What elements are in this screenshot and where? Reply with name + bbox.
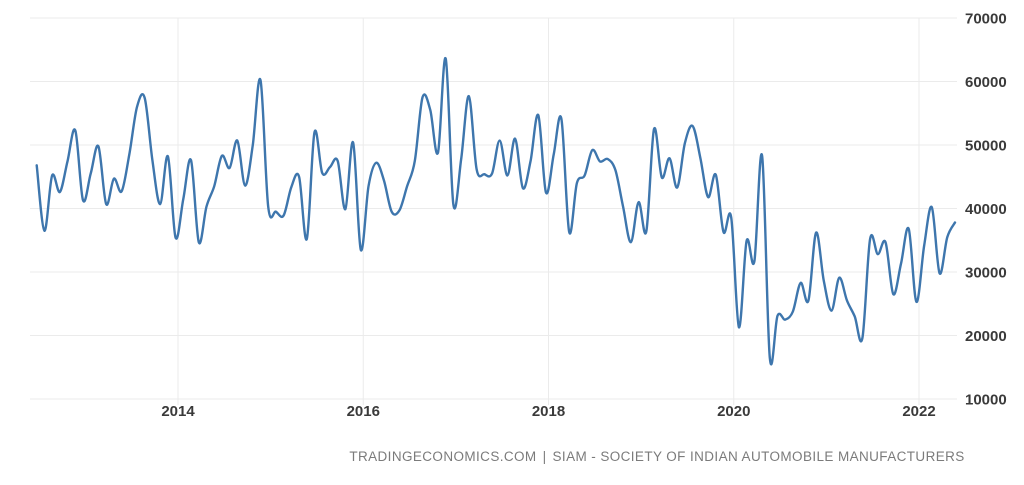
chart-footer: TRADINGECONOMICS.COM | SIAM - SOCIETY OF I… (349, 449, 964, 464)
source-link[interactable]: TRADINGECONOMICS.COM (349, 449, 537, 464)
source-title: SIAM - SOCIETY OF INDIAN AUTOMOBILE MANU… (552, 449, 965, 464)
y-axis-label: 10000 (965, 392, 1007, 409)
y-axis-label: 40000 (965, 201, 1007, 218)
y-axis-label: 20000 (965, 328, 1007, 345)
y-axis-label: 30000 (965, 265, 1007, 282)
x-axis-label: 2016 (347, 403, 380, 420)
gridlines (30, 17, 957, 405)
y-axis-label: 70000 (965, 11, 1007, 28)
y-axis-label: 60000 (965, 74, 1007, 91)
series-line (35, 57, 957, 366)
x-axis-label: 2018 (532, 403, 565, 420)
footer-separator: | (542, 449, 547, 464)
x-axis-label: 2022 (902, 403, 935, 420)
x-axis-label: 2020 (717, 403, 750, 420)
x-axis-label: 2014 (161, 403, 195, 420)
y-axis-label: 50000 (965, 138, 1007, 155)
